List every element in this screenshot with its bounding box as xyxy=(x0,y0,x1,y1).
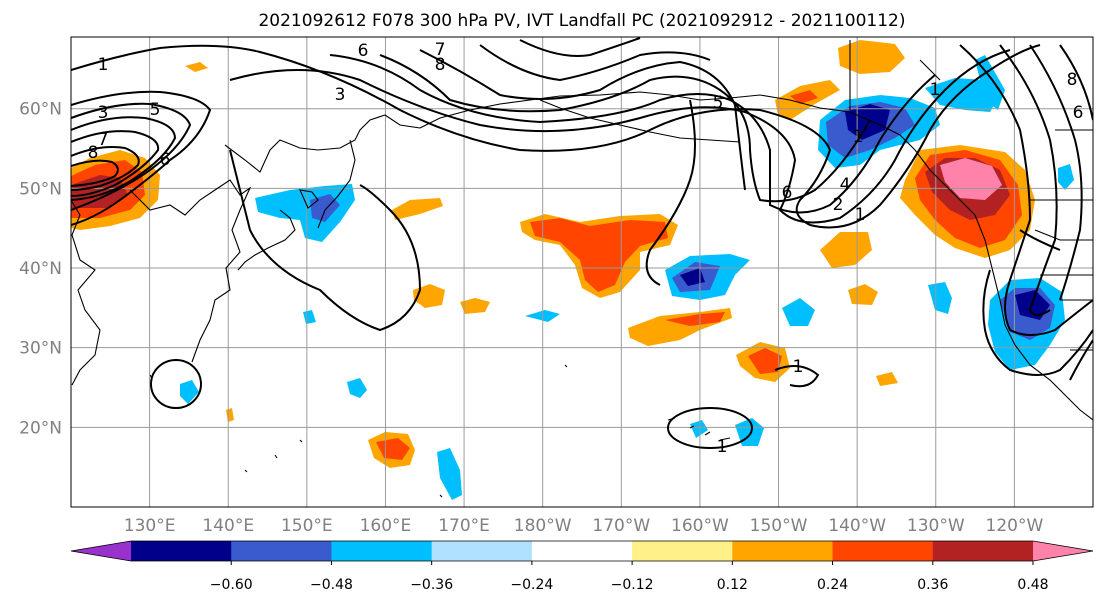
colorbar: −0.60 −0.48 −0.36 −0.24 −0.12 0.12 0.24 0.36 0.4… xyxy=(70,540,1094,593)
shade-small-south-orange xyxy=(226,408,415,468)
colorbar-tick-label: −0.12 xyxy=(611,577,654,593)
colorbar-segment xyxy=(131,541,232,561)
contour-label: 1 xyxy=(98,55,109,75)
shade-north-positive xyxy=(775,40,905,120)
colorbar-segment xyxy=(531,541,633,561)
contour-label: 6 xyxy=(1073,103,1084,123)
colorbar-tick-label: −0.60 xyxy=(210,577,253,593)
contour-label: 8 xyxy=(88,143,99,163)
contour-label: 1 xyxy=(930,80,941,100)
contour-label: 2 xyxy=(833,195,844,215)
contour-label: 3 xyxy=(98,103,109,123)
contour-label: 4 xyxy=(840,175,851,195)
colorbar-extend-low xyxy=(71,541,131,561)
longitude-labels: 130°E 140°E 150°E 160°E 170°E 180°W 170°W 160°W… xyxy=(124,516,1044,536)
shading-layer xyxy=(71,40,1074,500)
colorbar-segment xyxy=(231,541,332,561)
latitude-label: 40°N xyxy=(19,259,62,279)
longitude-label: 140°W xyxy=(828,516,886,536)
contour-label: 5 xyxy=(713,93,724,113)
contour-label: 1 xyxy=(855,205,866,225)
contour-label: 1 xyxy=(793,357,804,377)
colorbar-tick-label: 0.36 xyxy=(917,577,948,593)
contour-label: 1 xyxy=(853,127,864,147)
colorbar-extend-high xyxy=(1033,541,1093,561)
colorbar-segment xyxy=(431,541,533,561)
shade-central-positive xyxy=(520,214,678,298)
contour-labels: 1 3 5 7 8 6 6 7 8 5 3 1 6 4 2 1 1 1 1 8 xyxy=(88,40,1084,457)
latitude-label: 30°N xyxy=(19,339,62,359)
contour-label: 7 xyxy=(98,130,109,150)
colorbar-tick-label: 0.48 xyxy=(1017,577,1048,593)
colorbar-tick-label: 0.24 xyxy=(817,577,848,593)
longitude-label: 130°W xyxy=(907,516,965,536)
longitude-label: 140°E xyxy=(202,516,254,536)
contour-label: 3 xyxy=(335,85,346,105)
shade-mid-blue xyxy=(180,164,1074,500)
contour-label: 1 xyxy=(717,437,728,457)
latitude-label: 50°N xyxy=(19,179,62,199)
contour-label: 5 xyxy=(150,100,161,120)
shade-mid-orange xyxy=(628,232,898,386)
longitude-label: 160°E xyxy=(360,516,412,536)
colorbar-segment xyxy=(632,541,733,561)
colorbar-tick-label: 0.12 xyxy=(717,577,748,593)
pv-contours xyxy=(71,37,1093,449)
contour-label: 6 xyxy=(782,183,793,203)
latitude-label: 20°N xyxy=(19,418,62,438)
colorbar-segment xyxy=(732,541,834,561)
longitude-label: 120°W xyxy=(986,516,1044,536)
longitude-label: 150°W xyxy=(750,516,808,536)
colorbar-outline xyxy=(70,540,1094,562)
map-panel: 1 3 5 7 8 6 6 7 8 5 3 1 6 4 2 1 1 1 1 8 xyxy=(19,36,1094,536)
longitude-label: 170°W xyxy=(592,516,650,536)
shade-california-negative xyxy=(988,278,1065,370)
map-title: 2021092612 F078 300 hPa PV, IVT Landfall… xyxy=(258,11,905,31)
colorbar-tick-label: −0.48 xyxy=(310,577,353,593)
longitude-label: 160°W xyxy=(671,516,729,536)
map-frame xyxy=(70,36,1094,508)
contour-label: 7 xyxy=(435,40,446,60)
latitude-label: 60°N xyxy=(19,100,62,120)
longitude-label: 170°E xyxy=(438,516,490,536)
longitude-label: 130°E xyxy=(124,516,176,536)
colorbar-tick-label: −0.24 xyxy=(510,577,553,593)
shade-small-orange-1 xyxy=(185,62,443,220)
contour-label: 8 xyxy=(1067,70,1078,90)
colorbar-tick-label: −0.36 xyxy=(410,577,453,593)
contour-label: 8 xyxy=(435,55,446,75)
colorbar-segment xyxy=(932,541,1034,561)
graticule xyxy=(71,37,1093,507)
shade-central-negative xyxy=(665,254,750,300)
contour-label: 6 xyxy=(160,150,171,170)
colorbar-segment xyxy=(331,541,433,561)
longitude-label: 150°E xyxy=(281,516,333,536)
contour-label: 6 xyxy=(358,41,369,61)
latitude-labels: 20°N 30°N 40°N 50°N 60°N xyxy=(19,100,62,439)
colorbar-segment xyxy=(832,541,934,561)
longitude-label: 180°W xyxy=(514,516,572,536)
